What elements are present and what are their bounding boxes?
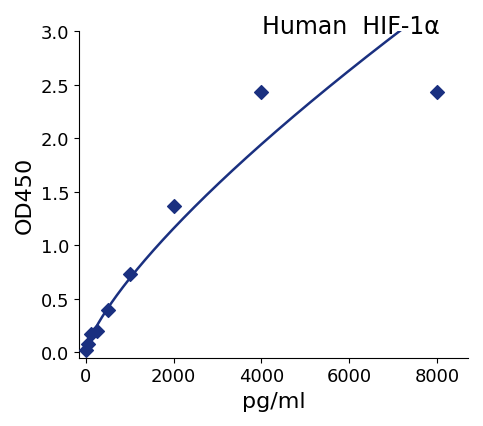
Point	[93, 328, 100, 334]
Point	[85, 341, 92, 348]
Point	[126, 271, 133, 278]
Y-axis label: OD450: OD450	[15, 157, 35, 234]
Point	[104, 306, 112, 313]
X-axis label: pg/ml: pg/ml	[242, 391, 305, 411]
Point	[170, 203, 177, 210]
Point	[87, 331, 95, 338]
Point	[257, 90, 265, 97]
Point	[82, 347, 89, 354]
Point	[433, 90, 441, 97]
Title: Human  HIF-1α: Human HIF-1α	[262, 15, 440, 39]
